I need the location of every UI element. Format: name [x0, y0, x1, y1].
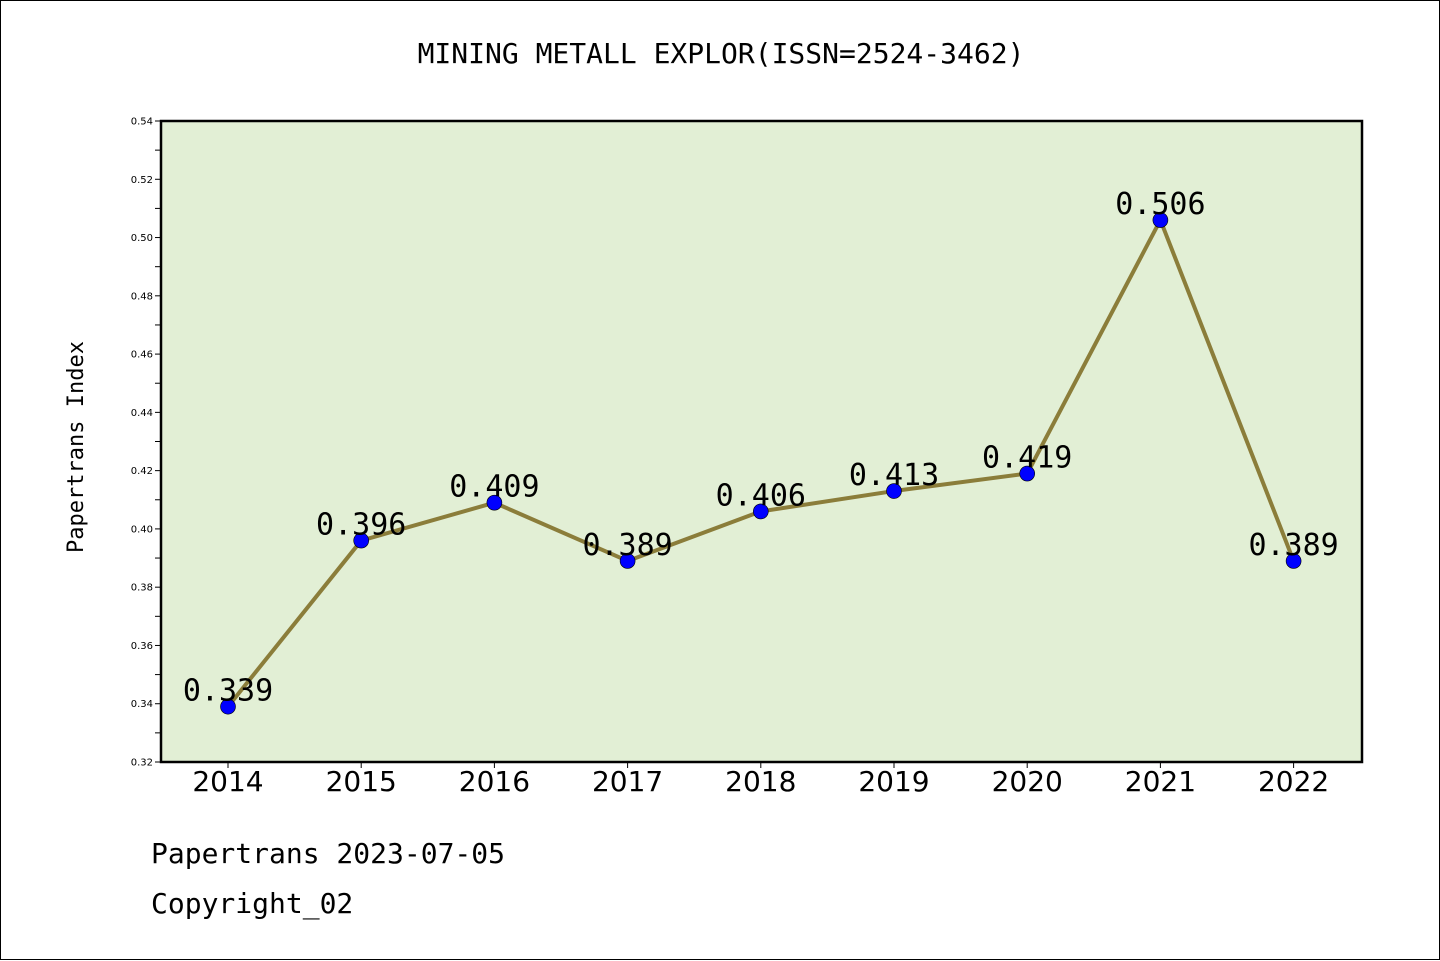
- data-label-2020: 0.419: [982, 441, 1072, 476]
- y-tick-label: 0.54: [131, 117, 153, 128]
- y-tick-label: 0.50: [131, 233, 153, 244]
- data-label-2014: 0.339: [183, 674, 273, 709]
- y-tick-label: 0.44: [131, 408, 153, 419]
- data-point-2018: [752, 503, 769, 520]
- data-point-2021: [1152, 212, 1169, 228]
- y-tick-label: 0.42: [131, 466, 153, 477]
- data-point-2016: [486, 494, 503, 511]
- plot-frame: [159, 119, 1364, 764]
- data-point-2014: [220, 698, 236, 715]
- data-label-2015: 0.396: [316, 508, 406, 543]
- y-tick-label: 0.36: [131, 641, 153, 652]
- y-tick-label: 0.48: [131, 291, 153, 302]
- data-label-2021: 0.506: [1115, 187, 1205, 222]
- y-tick-label: 0.52: [131, 175, 153, 186]
- x-tick-label: 2017: [592, 765, 663, 798]
- chart-title: MINING METALL EXPLOR(ISSN=2524-3462): [417, 37, 1025, 70]
- x-tick-label: 2021: [1125, 765, 1196, 798]
- data-label-2019: 0.413: [849, 458, 939, 493]
- data-label-2017: 0.389: [582, 528, 672, 563]
- y-tick-label: 0.34: [131, 699, 153, 710]
- x-tick-label: 2018: [725, 765, 796, 798]
- y-tick-label: 0.46: [131, 350, 153, 361]
- footer-copyright: Copyright_02: [151, 887, 354, 920]
- data-label-2022: 0.389: [1248, 528, 1338, 563]
- y-tick-label: 0.40: [131, 524, 153, 535]
- x-tick-label: 2015: [326, 765, 397, 798]
- data-label-2018: 0.406: [716, 478, 806, 513]
- data-point-2015: [353, 532, 370, 549]
- footer-date: Papertrans 2023-07-05: [151, 837, 506, 870]
- y-tick-label: 0.38: [131, 583, 153, 594]
- data-label-2016: 0.409: [449, 470, 539, 505]
- y-tick-label: 0.32: [131, 758, 153, 769]
- data-point-2019: [886, 483, 902, 499]
- data-point-2022: [1285, 553, 1302, 569]
- x-tick-label: 2020: [992, 765, 1063, 798]
- data-point-2020: [1019, 465, 1035, 482]
- data-point-2017: [619, 553, 636, 569]
- x-tick-label: 2014: [192, 765, 263, 798]
- x-tick-label: 2016: [459, 765, 530, 798]
- x-tick-label: 2019: [858, 765, 929, 798]
- x-tick-label: 2022: [1258, 765, 1329, 798]
